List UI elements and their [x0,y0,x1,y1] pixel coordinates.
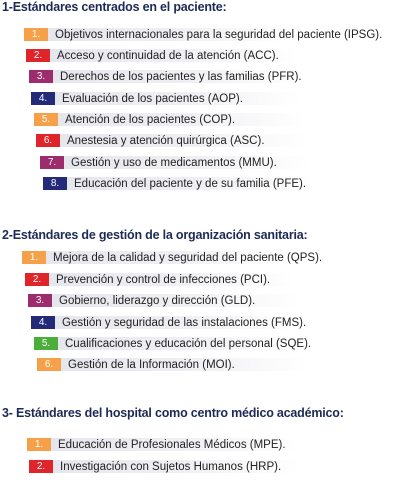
list-item-label: Educación del paciente y de su familia (… [74,177,307,190]
number-badge: 8. [43,177,67,190]
list-item-label: Acceso y continuidad de la atención (ACC… [57,49,279,62]
list-item-label: Objetivos internacionales para la seguri… [55,28,383,41]
list-item-label: Gestión de la Información (MOI). [68,358,235,371]
list-item-label: Gestión y uso de medicamentos (MMU). [71,156,277,169]
list-item: 6. Anestesia y atención quirúrgica (ASC)… [36,134,306,147]
list-item-label: Gobierno, liderazgo y dirección (GLD). [59,294,256,307]
number-badge: 6. [37,358,61,371]
list-item: 8. Educación del paciente y de su famili… [43,177,313,190]
list-item: 3. Gobierno, liderazgo y dirección (GLD)… [28,294,298,307]
number-badge: 2. [29,460,53,473]
list-item-label: Evaluación de los pacientes (AOP). [62,92,243,105]
number-badge: 1. [24,28,48,41]
number-badge: 2. [25,273,49,286]
section-2-heading: 2-Estándares de gestión de la organizaci… [2,228,308,242]
number-badge: 7. [40,156,64,169]
number-badge: 5. [34,113,58,126]
list-item: 4. Evaluación de los pacientes (AOP). [31,92,301,105]
list-item: 5. Atención de los pacientes (COP). [34,113,304,126]
list-item-label: Gestión y seguridad de las instalaciones… [62,316,307,329]
list-item-label: Educación de Profesionales Médicos (MPE)… [58,438,286,451]
number-badge: 1. [22,251,46,264]
list-item: 5. Cualificaciones y educación del perso… [34,337,311,350]
list-item: 2. Acceso y continuidad de la atención (… [26,49,296,62]
list-item: 1. Mejora de la calidad y seguridad del … [22,251,322,264]
section-3-heading: 3- Estándares del hospital como centro m… [2,406,344,420]
list-item: 6. Gestión de la Información (MOI). [37,358,307,371]
list-item: 7. Gestión y uso de medicamentos (MMU). [40,156,310,169]
list-item: 2. Prevención y control de infecciones (… [25,273,295,286]
number-badge: 5. [34,337,58,350]
list-item: 4. Gestión y seguridad de las instalacio… [31,316,306,329]
number-badge: 1. [27,438,51,451]
list-item-label: Investigación con Sujetos Humanos (HRP). [60,460,282,473]
list-item-label: Derechos de los pacientes y las familias… [60,70,302,83]
list-item-label: Cualificaciones y educación del personal… [65,337,312,350]
number-badge: 4. [31,316,55,329]
list-item-label: Mejora de la calidad y seguridad del pac… [53,251,323,264]
section-1-heading: 1-Estándares centrados en el paciente: [2,0,227,14]
number-badge: 2. [26,49,50,62]
number-badge: 3. [29,70,53,83]
number-badge: 4. [31,92,55,105]
list-item: 3. Derechos de los pacientes y las famil… [29,70,302,83]
list-item: 1. Educación de Profesionales Médicos (M… [27,438,297,451]
list-item: 1. Objetivos internacionales para la seg… [24,28,382,41]
list-item-label: Prevención y control de infecciones (PCI… [56,273,271,286]
number-badge: 6. [36,134,60,147]
list-item-label: Atención de los pacientes (COP). [65,113,236,126]
number-badge: 3. [28,294,52,307]
list-item: 2. Investigación con Sujetos Humanos (HR… [29,460,299,473]
list-item-label: Anestesia y atención quirúrgica (ASC). [67,134,265,147]
